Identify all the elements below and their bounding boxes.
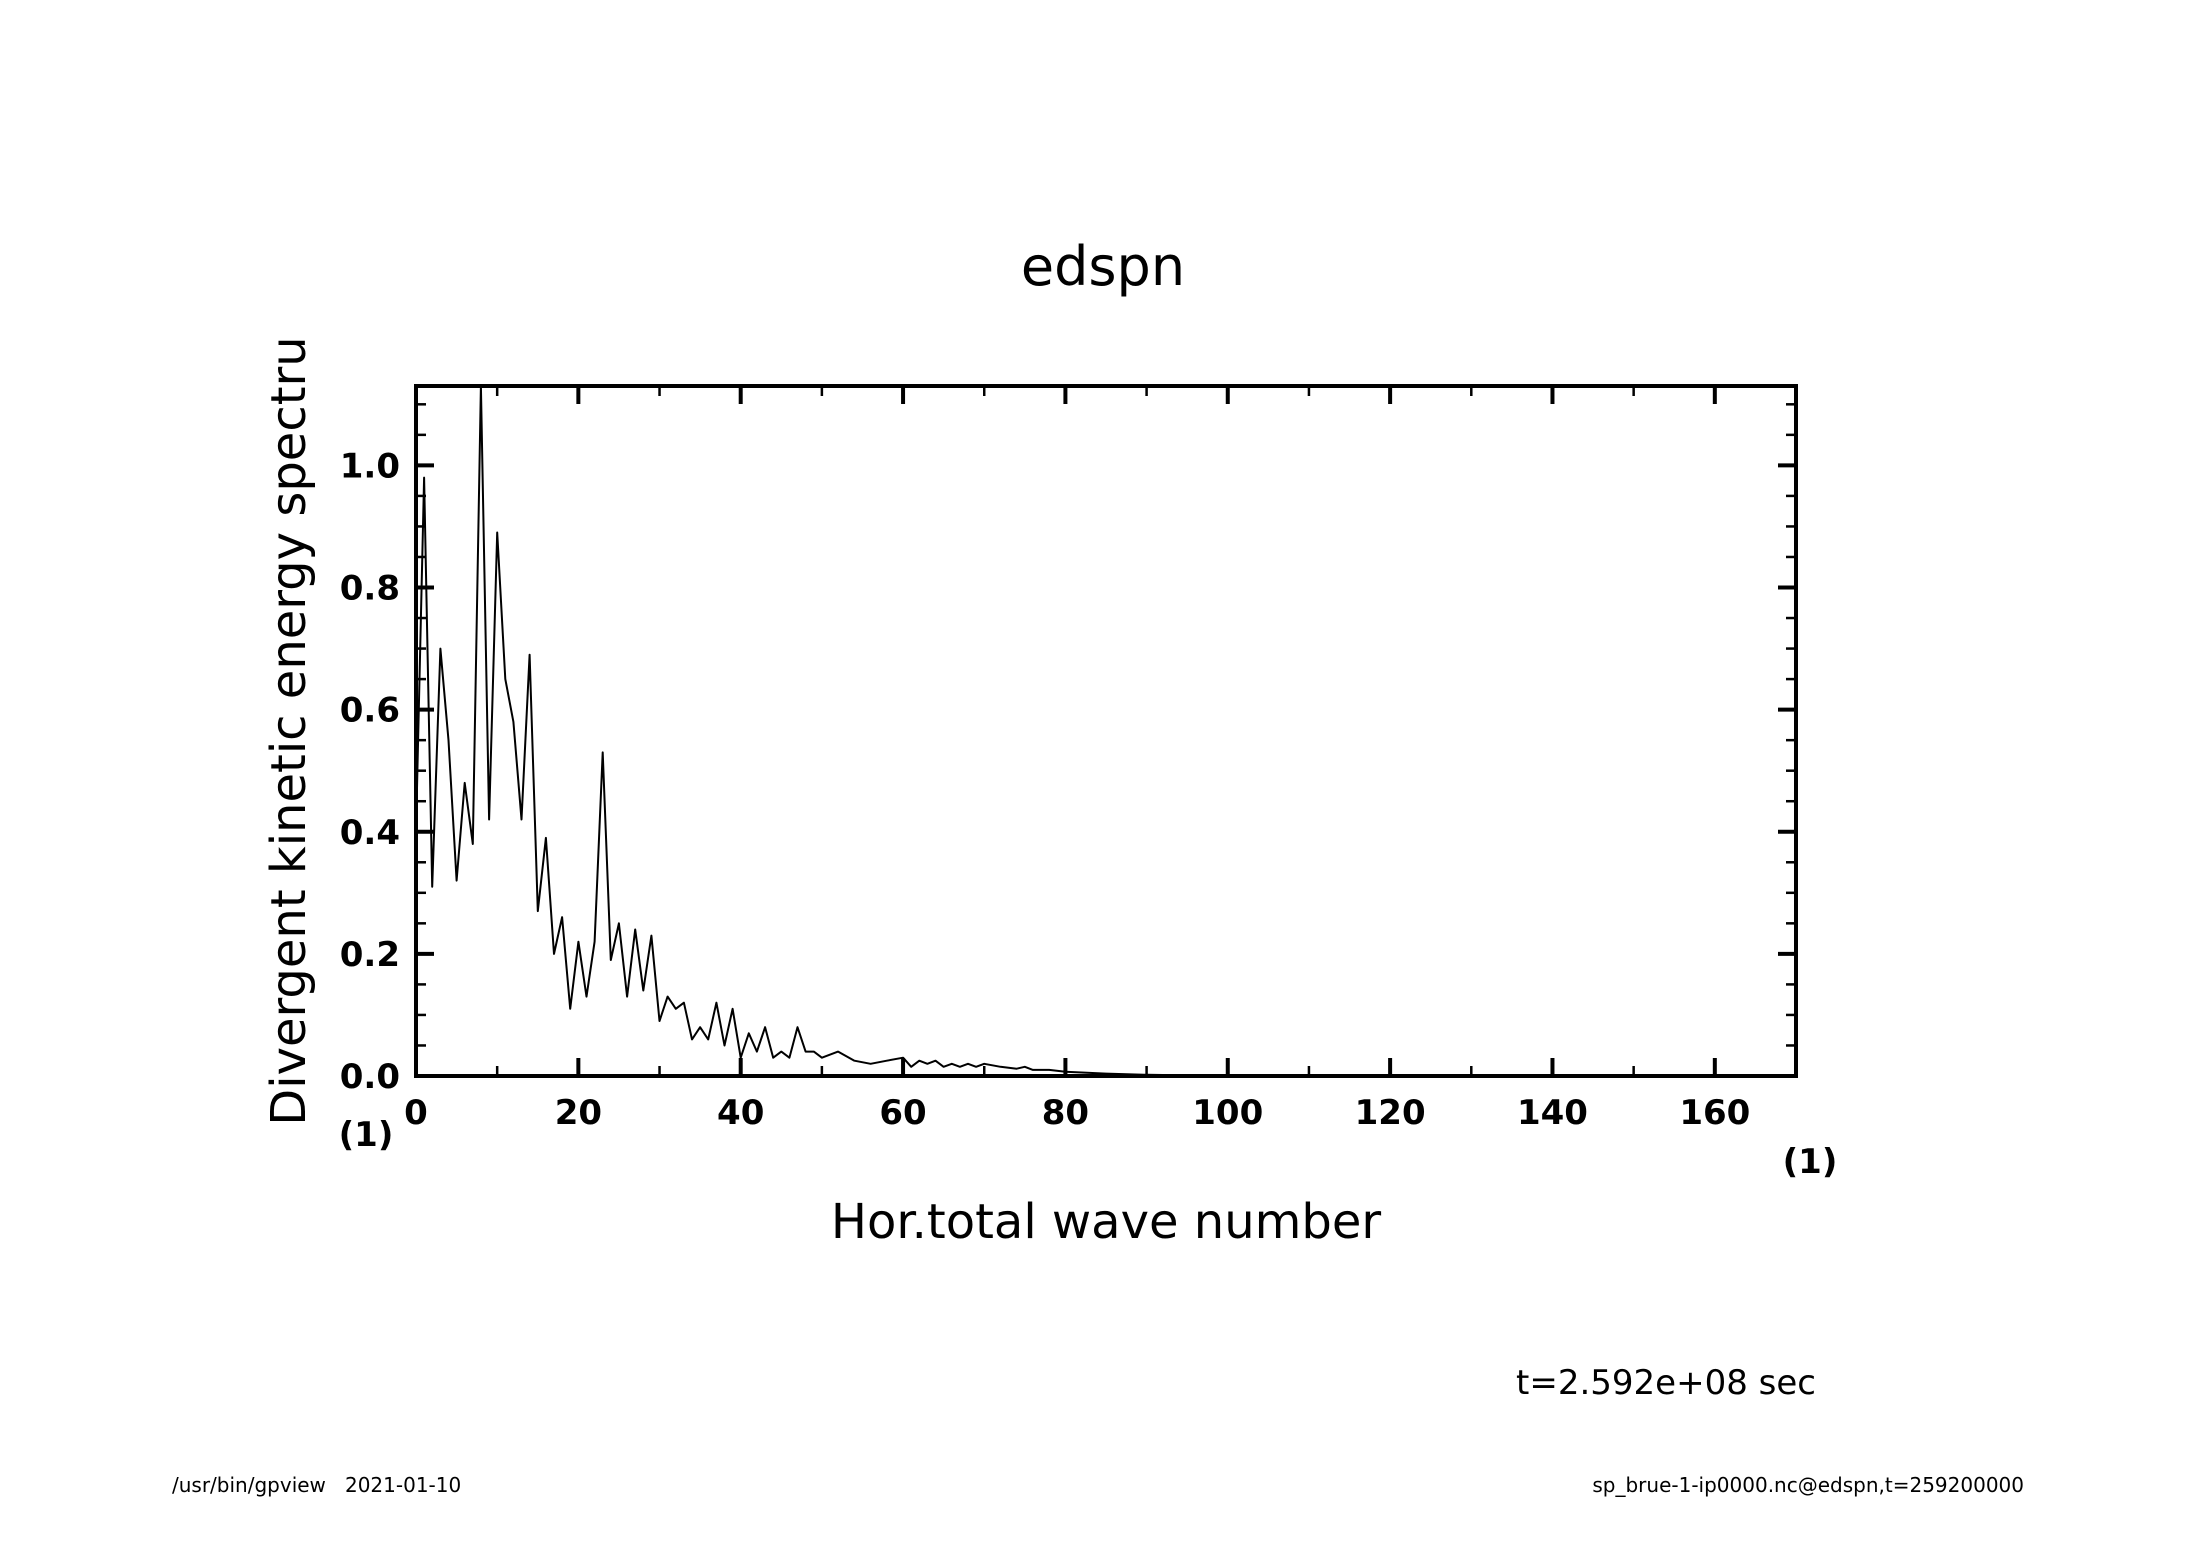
y-tick-label: 0.6	[340, 691, 400, 731]
x-tick-label: 80	[1042, 1093, 1089, 1133]
plot-frame	[414, 384, 1798, 1078]
x-axis-unit: (1)	[1783, 1142, 1838, 1182]
y-axis-unit: (1)	[339, 1115, 394, 1155]
plot-area	[414, 384, 1798, 1078]
y-tick-label: 1.0	[340, 446, 400, 486]
x-tick-label: 140	[1517, 1093, 1588, 1133]
x-tick-label: 40	[717, 1093, 764, 1133]
x-tick-label: 20	[555, 1093, 602, 1133]
footer-right: sp_brue-1-ip0000.nc@edspn,t=259200000	[1592, 1473, 2024, 1497]
time-label: t=2.592e+08 sec	[1516, 1363, 1816, 1403]
footer-left: /usr/bin/gpview 2021-01-10	[172, 1473, 461, 1497]
y-axis-label: Divergent kinetic energy spectru	[261, 336, 317, 1125]
x-tick-label: 60	[879, 1093, 926, 1133]
y-tick-label: 0.0	[340, 1057, 400, 1097]
tick-labels: 0 20 40 60 80 100 120 140 160 0.0 0.2 0.4 0.6 0.8 1.0	[340, 446, 1751, 1133]
x-tick-label: 100	[1192, 1093, 1263, 1133]
y-tick-label: 0.8	[340, 569, 400, 609]
x-tick-label: 120	[1355, 1093, 1426, 1133]
y-tick-label: 0.2	[340, 935, 400, 975]
x-axis-label: Hor.total wave number	[831, 1194, 1382, 1250]
ticks	[414, 386, 1798, 1078]
x-tick-label: 0	[404, 1093, 428, 1133]
data-line	[415, 385, 1796, 1077]
y-tick-label: 0.4	[340, 813, 400, 853]
x-tick-label: 160	[1679, 1093, 1750, 1133]
chart-title: edspn	[1021, 235, 1185, 298]
